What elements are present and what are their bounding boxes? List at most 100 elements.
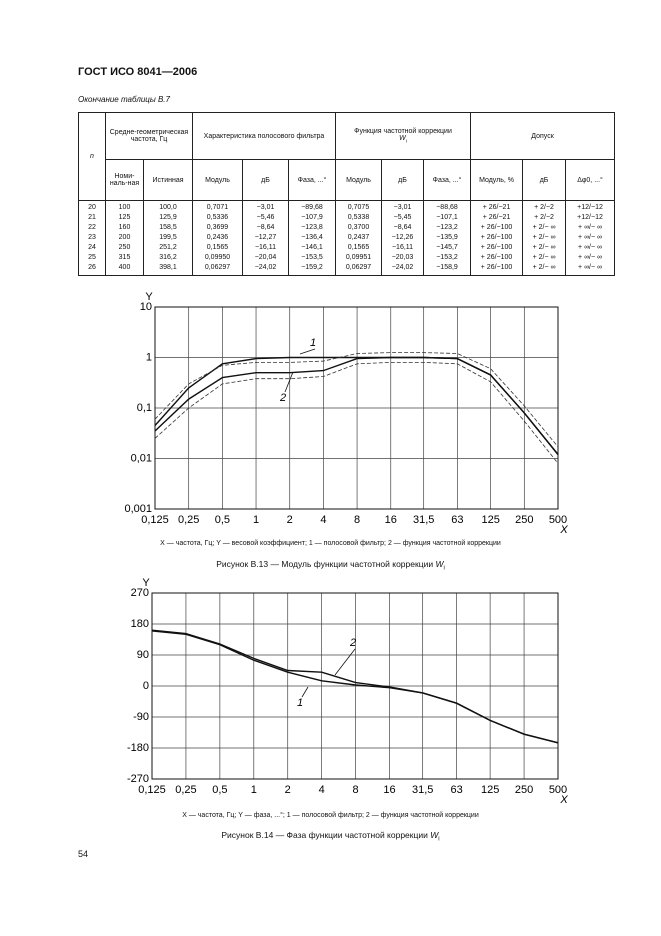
x-tick-label: 8 (353, 784, 359, 796)
header-text: n (90, 153, 94, 160)
table-cell: −8,64 (242, 223, 289, 233)
table-cell: −5,46 (242, 213, 289, 223)
table-cell: + 26/−100 (470, 243, 524, 253)
x-tick-label: 250 (515, 514, 533, 526)
x-tick-label: 4 (319, 784, 325, 796)
table-cell: 26 (78, 263, 106, 276)
table-cell: 20 (78, 200, 106, 213)
header-cell: дБ (522, 159, 567, 201)
table-cell: 23 (78, 233, 106, 243)
series-line (151, 629, 559, 744)
header-cell: Истинная (143, 159, 193, 201)
table-cell: 100,0 (143, 200, 193, 213)
symbol: W (430, 830, 439, 840)
x-tick-label: 0,25 (178, 514, 199, 526)
x-tick-label: 2 (287, 514, 293, 526)
header-cell: Фаза, ...° (423, 159, 472, 201)
y-tick-label: 0 (143, 680, 149, 692)
table-cell: + ∞/− ∞ (565, 223, 616, 233)
table-cell: −146,1 (287, 243, 337, 253)
figure-caption: Рисунок В.13 — Модуль функции частотной … (0, 559, 661, 572)
table-cell: 0,1565 (335, 243, 383, 253)
table-cell: −145,7 (423, 243, 472, 253)
table-cell: 0,09950 (192, 253, 243, 263)
table-row: 22 160 158,5 0,3699 −8,64 −123,8 0,3700 −8,64 −1… (78, 223, 616, 233)
table-cell: 0,2436 (192, 233, 243, 243)
table-cell: −123,2 (423, 223, 472, 233)
table-cell: + 26/−100 (470, 223, 524, 233)
x-tick-label: 31,5 (412, 784, 433, 796)
table-cell: −88,68 (423, 200, 472, 213)
table-cell: 200 (105, 233, 144, 243)
table-cell: 400 (105, 263, 144, 276)
table-cell: −89,68 (287, 200, 337, 213)
series-line (154, 362, 559, 464)
table-cell: 21 (78, 213, 106, 223)
series-label: 2 (279, 392, 286, 404)
x-tick-label: 8 (354, 514, 360, 526)
table-cell: + ∞/− ∞ (565, 263, 616, 276)
header-cell: Δφ0, ...° (565, 159, 616, 201)
x-tick-label: 16 (385, 514, 397, 526)
table-cell: + ∞/− ∞ (565, 253, 616, 263)
y-tick-label: 0,001 (124, 503, 152, 515)
table-cell: 0,06297 (192, 263, 243, 276)
header-cell: Характеристика полосового фильтра (191, 112, 337, 160)
series-line (154, 356, 559, 455)
table-cell: −24,02 (381, 263, 425, 276)
table-cell: −12,26 (381, 233, 425, 243)
table-cell: + 2/− ∞ (522, 263, 567, 276)
label-leader (334, 648, 356, 676)
table-cell: −158,9 (423, 263, 472, 276)
x-tick-label: 0,25 (175, 784, 196, 796)
table-cell: 316,2 (143, 253, 193, 263)
caption-text: Рисунок В.14 — Фаза функции частотной ко… (221, 830, 428, 840)
header-cell: Модуль (192, 159, 243, 201)
y-tick-label: -270 (127, 773, 149, 785)
table-cell: −135,9 (423, 233, 472, 243)
series-label: 2 (349, 637, 356, 649)
series-line (154, 356, 559, 455)
table-cell: 251,2 (143, 243, 193, 253)
x-tick-label: 63 (451, 514, 463, 526)
x-tick-label: 2 (285, 784, 291, 796)
y-tick-label: -90 (133, 711, 149, 723)
table-cell: + 26/−21 (470, 200, 524, 213)
table-cell: −153,2 (423, 253, 472, 263)
doc-title: ГОСТ ИСО 8041—2006 (78, 66, 198, 78)
table-cell: −3,01 (242, 200, 289, 213)
figure-legend: X — частота, Гц; Y — фаза, ...°; 1 — пол… (182, 812, 479, 819)
table-cell: −123,8 (287, 223, 337, 233)
y-tick-label: -180 (127, 742, 149, 754)
table-cell: 22 (78, 223, 106, 233)
table-cell: +12/−12 (565, 200, 616, 213)
header-cell: дБ (242, 159, 289, 201)
table-cell: +12/−12 (565, 213, 616, 223)
table-cell: 160 (105, 223, 144, 233)
plot-frame (154, 306, 559, 510)
x-tick-label: 16 (383, 784, 395, 796)
x-tick-label: 1 (251, 784, 257, 796)
caption-text: Рисунок В.13 — Модуль функции частотной … (216, 559, 434, 569)
header-cell: Фаза, ...° (287, 159, 337, 201)
table-cell: 0,7071 (192, 200, 243, 213)
y-tick-label: 0,1 (137, 402, 152, 414)
x-tick-label: 0,125 (138, 784, 166, 796)
x-axis-label: X (559, 794, 568, 806)
subscript: i (438, 836, 440, 843)
x-tick-label: 0,125 (141, 514, 169, 526)
symbol: W (435, 559, 444, 569)
figure-caption: Рисунок В.14 — Фаза функции частотной ко… (0, 830, 661, 843)
y-tick-label: 180 (131, 618, 149, 630)
table-cell: 0,2437 (335, 233, 383, 243)
table-cell: + 2/− ∞ (522, 243, 567, 253)
table-cell: 0,3700 (335, 223, 383, 233)
y-tick-label: 90 (137, 649, 149, 661)
y-axis-label: Y (142, 577, 150, 589)
x-tick-label: 0,5 (212, 784, 227, 796)
series-line (154, 352, 559, 448)
table-cell: 250 (105, 243, 144, 253)
table-row: 20 100 100,0 0,7071 −3,01 −89,68 0,7075 −3,01 −8… (78, 200, 616, 213)
x-tick-label: 1 (253, 514, 259, 526)
